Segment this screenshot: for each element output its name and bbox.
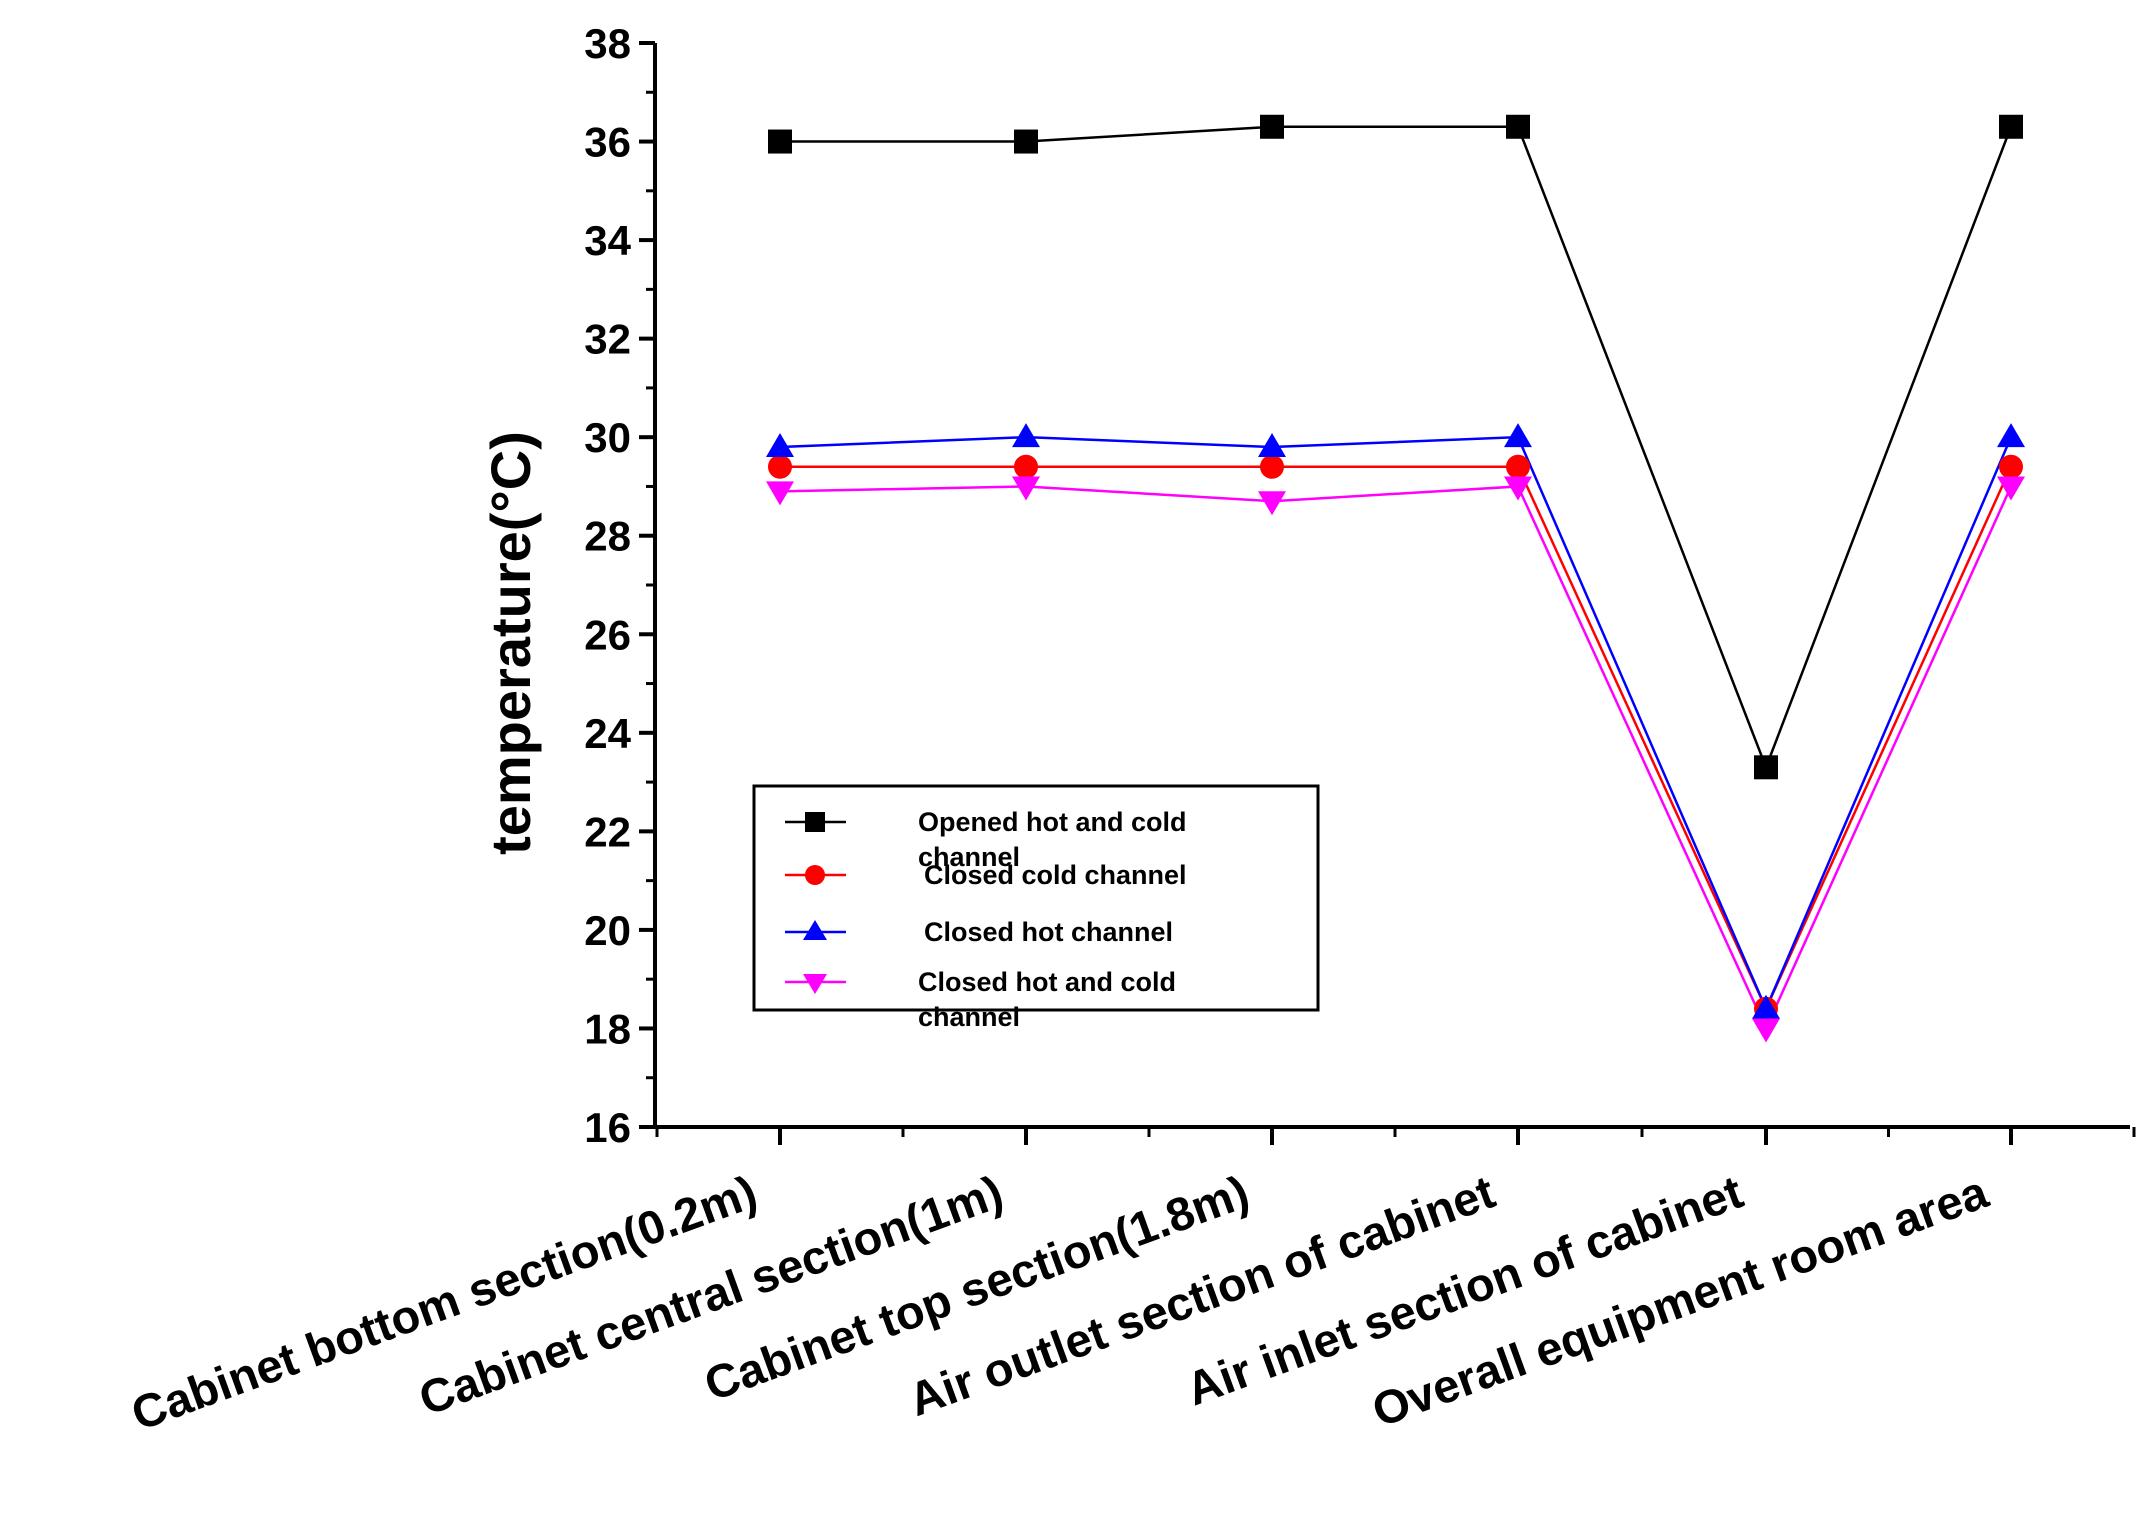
data-point (805, 812, 825, 832)
legend-label: channel (918, 842, 1020, 872)
data-point (805, 865, 825, 885)
y-tick-label: 36 (584, 119, 631, 166)
data-point (1260, 454, 1284, 479)
data-point (1504, 476, 1532, 501)
y-tick-label: 30 (584, 414, 631, 461)
data-point (1752, 994, 1780, 1019)
series-group (766, 114, 2025, 1043)
data-point (1999, 114, 2023, 139)
legend-label: Closed hot and cold (918, 967, 1176, 997)
y-tick-label: 38 (584, 20, 631, 67)
y-tick-label: 16 (584, 1104, 631, 1151)
y-tick-label: 28 (584, 513, 631, 560)
data-point (1260, 114, 1284, 139)
data-point (1012, 476, 1040, 501)
y-tick-label: 22 (584, 808, 631, 855)
legend-label: Closed hot channel (924, 917, 1173, 947)
data-point (1014, 129, 1038, 154)
data-point (1506, 454, 1530, 479)
data-point (1258, 491, 1286, 516)
series-line (780, 465, 2013, 1012)
data-point (1014, 454, 1038, 479)
data-point (803, 920, 827, 940)
data-point (1258, 433, 1286, 458)
data-point (768, 129, 792, 154)
data-point (1752, 1018, 1780, 1043)
y-tick-label: 32 (584, 316, 631, 363)
data-point (1999, 454, 2023, 479)
data-point (1506, 114, 1530, 139)
data-point (1997, 476, 2025, 501)
legend-label: Closed cold channel (924, 860, 1187, 890)
y-tick-label: 20 (584, 907, 631, 954)
data-point (1012, 423, 1040, 448)
data-point (1997, 423, 2025, 448)
legend-label: channel (918, 1002, 1020, 1032)
legend-label: Opened hot and cold (918, 807, 1187, 837)
data-point (803, 974, 827, 994)
data-point (766, 433, 794, 458)
data-point (1504, 423, 1532, 448)
legend-box (752, 784, 1320, 1012)
y-tick-label: 34 (584, 217, 631, 264)
series-line (780, 125, 2013, 771)
data-point (1754, 755, 1778, 780)
series-line (779, 435, 2013, 1012)
y-axis-title: temperature(°C) (479, 431, 542, 855)
y-tick-label: 24 (584, 710, 631, 757)
y-tick-label: 18 (584, 1005, 631, 1052)
y-tick-label: 26 (584, 611, 631, 658)
series-line (779, 485, 2013, 1032)
data-point (768, 454, 792, 479)
data-point (766, 481, 794, 506)
